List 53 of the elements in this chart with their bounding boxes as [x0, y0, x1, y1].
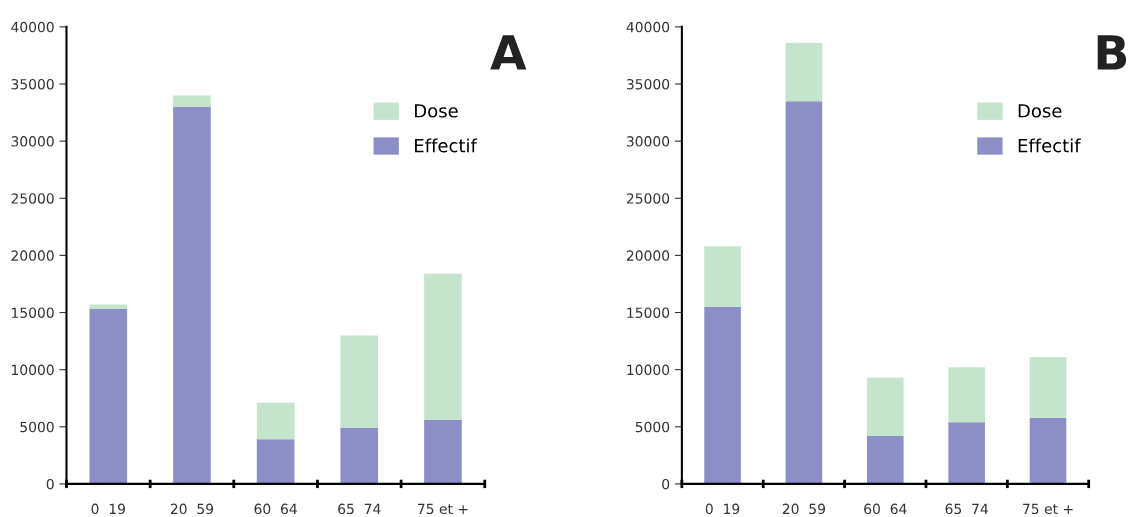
bar — [340, 427, 379, 484]
bar — [785, 101, 823, 484]
bar — [256, 439, 295, 484]
bar — [948, 367, 985, 423]
bar — [1029, 417, 1067, 484]
y-tick-label: 25000 — [11, 193, 54, 204]
y-tick-label: 15000 — [12, 307, 54, 318]
bar — [866, 377, 904, 436]
x-tick-label: 20 59 — [782, 503, 826, 515]
y-tick-label: 0 — [662, 478, 670, 490]
y-tick-label: 40000 — [626, 21, 670, 33]
x-tick-label: 65 74 — [338, 503, 381, 515]
bar — [89, 309, 128, 484]
y-tick-label: 5000 — [635, 421, 670, 433]
bar — [1029, 357, 1067, 418]
bar — [704, 306, 741, 484]
y-tick-label: 30000 — [11, 136, 54, 147]
y-tick-label: 35000 — [11, 78, 54, 90]
y-tick-label: 20000 — [626, 250, 670, 261]
bar — [866, 435, 904, 484]
x-tick-label: 60 64 — [254, 503, 297, 515]
x-tick-label: 65 74 — [945, 503, 988, 515]
y-tick-label: 0 — [46, 478, 54, 490]
bar — [340, 335, 379, 428]
chart-title: A — [490, 35, 527, 70]
bar — [256, 402, 295, 440]
bar — [785, 42, 823, 102]
y-tick-label: 10000 — [627, 364, 670, 376]
bar — [424, 419, 462, 484]
chart-title: B — [1097, 35, 1127, 70]
x-tick-label: 60 64 — [864, 503, 907, 515]
x-tick-label: 75 et + — [418, 503, 468, 515]
bar — [173, 106, 211, 484]
bar — [704, 246, 741, 307]
bar — [948, 422, 985, 484]
legend-label: Effectif — [415, 138, 478, 153]
y-tick-label: 20000 — [11, 250, 54, 261]
legend-label: Effectif — [1018, 138, 1081, 153]
y-tick-label: 5000 — [20, 421, 54, 433]
y-tick-label: 40000 — [11, 21, 54, 33]
x-tick-label: 20 59 — [170, 503, 214, 515]
legend-label: Dose — [415, 104, 458, 118]
y-tick-label: 30000 — [626, 136, 670, 147]
y-tick-label: 10000 — [12, 364, 54, 376]
y-tick-label: 25000 — [626, 193, 670, 204]
legend-label: Dose — [1018, 104, 1062, 118]
x-tick-label: 75 et + — [1023, 503, 1073, 515]
y-tick-label: 15000 — [627, 307, 670, 318]
x-tick-label: 0 19 — [91, 503, 125, 515]
y-tick-label: 35000 — [626, 78, 670, 90]
x-tick-label: 0 19 — [705, 503, 740, 515]
bar — [173, 95, 211, 107]
bar — [424, 273, 462, 420]
